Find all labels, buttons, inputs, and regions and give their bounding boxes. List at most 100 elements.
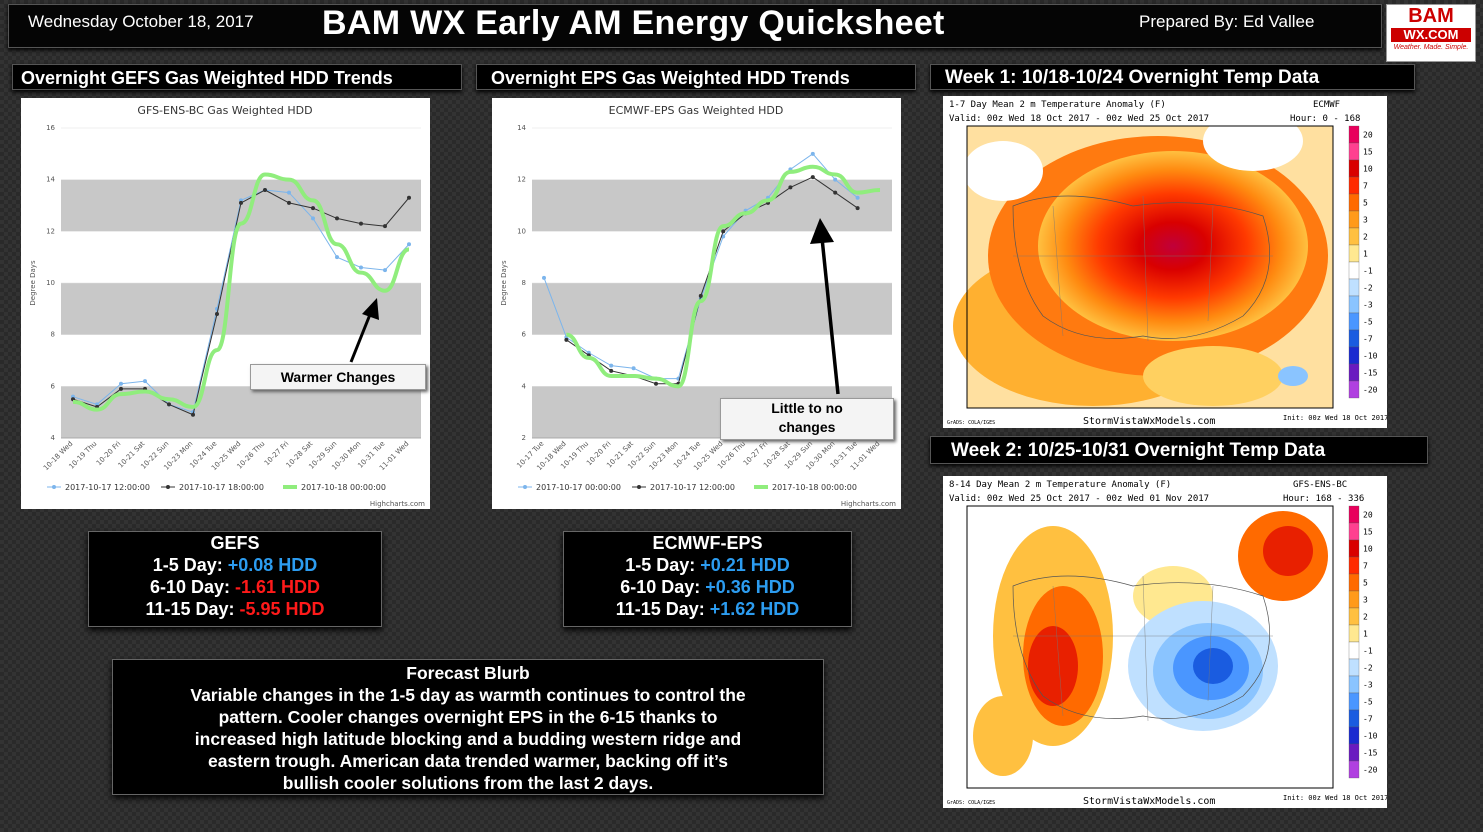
y-axis-label: Degree Days xyxy=(500,260,508,306)
y-tick-label: 4 xyxy=(522,382,527,390)
gefs-chart: GFS-ENS-BC Gas Weighted HDD 4 6 8 10 12 14 16 De… xyxy=(21,98,430,509)
colorbar-label: 15 xyxy=(1363,148,1373,157)
eps-row-3-value: +1.62 HDD xyxy=(709,599,800,619)
header-date: Wednesday October 18, 2017 xyxy=(28,12,254,31)
colorbar-swatch xyxy=(1348,261,1360,280)
colorbar-swatch xyxy=(1348,295,1360,314)
colorbar-label: 10 xyxy=(1363,165,1373,174)
data-point xyxy=(788,185,793,190)
colorbar-label: -2 xyxy=(1363,664,1373,673)
gefs-row-1: 1-5 Day: +0.08 HDD xyxy=(89,554,381,576)
data-point xyxy=(287,190,291,195)
colorbar-label: 7 xyxy=(1363,562,1368,571)
logo-bam: BAM xyxy=(1408,5,1454,27)
y-tick-label: 2 xyxy=(522,434,526,442)
colorbar-label: 3 xyxy=(1363,216,1368,225)
colorbar-label: 10 xyxy=(1363,545,1373,554)
colorbar-swatch xyxy=(1348,726,1360,745)
forecast-blurb: Forecast Blurb Variable changes in the 1… xyxy=(112,659,824,795)
colorbar-swatch xyxy=(1348,193,1360,212)
colorbar-label: 3 xyxy=(1363,596,1368,605)
colorbar-swatch xyxy=(1348,142,1360,161)
gefs-row-2-label: 6-10 Day: xyxy=(149,577,230,597)
chart-title: ECMWF-EPS Gas Weighted HDD xyxy=(609,104,784,117)
data-point xyxy=(654,381,658,386)
y-tick-label: 12 xyxy=(46,227,55,235)
map2-grads: GrADS: COLA/IGES xyxy=(947,800,995,806)
data-point xyxy=(335,255,339,260)
eps-row-2-value: +0.36 HDD xyxy=(705,577,795,597)
eps-row-2: 6-10 Day: +0.36 HDD xyxy=(564,576,851,598)
map2-valid: Valid: 00z Wed 25 Oct 2017 - 00z Wed 01 … xyxy=(949,494,1209,504)
colorbar-swatch xyxy=(1348,210,1360,229)
data-point xyxy=(609,368,614,373)
colorbar-swatch xyxy=(1348,125,1360,144)
map2-model: GFS-ENS-BC xyxy=(1293,480,1347,490)
blurb-line-2: pattern. Cooler changes overnight EPS in… xyxy=(218,707,718,727)
colorbar-swatch xyxy=(1348,556,1360,575)
data-point xyxy=(287,200,291,205)
plot-band xyxy=(61,283,421,335)
eps-annotation: Little to no changes xyxy=(720,398,894,440)
data-point xyxy=(239,200,243,205)
colorbar-label: 20 xyxy=(1363,511,1373,520)
colorbar-swatch xyxy=(1348,573,1360,592)
arrow-head xyxy=(810,218,834,244)
legend-marker xyxy=(637,485,641,489)
blurb-title: Forecast Blurb xyxy=(406,663,530,683)
colorbar-swatch xyxy=(1348,641,1360,660)
colorbar-label: -1 xyxy=(1363,267,1373,276)
arrow-head xyxy=(362,298,379,320)
y-tick-label: 16 xyxy=(46,124,55,132)
week1-header: Week 1: 10/18-10/24 Overnight Temp Data xyxy=(930,64,1415,90)
colorbar-swatch xyxy=(1348,607,1360,626)
colorbar-label: -10 xyxy=(1363,732,1378,741)
data-point xyxy=(833,190,838,195)
blurb-line-4: eastern trough. American data trended wa… xyxy=(208,751,728,771)
eps-row-3-label: 11-15 Day: xyxy=(615,599,705,619)
y-tick-label: 8 xyxy=(522,279,526,287)
colorbar-label: 15 xyxy=(1363,528,1373,537)
colorbar-label: 7 xyxy=(1363,182,1368,191)
map1-hour: Hour: 0 - 168 xyxy=(1290,114,1360,124)
page-title: BAM WX Early AM Energy Quicksheet xyxy=(322,4,945,42)
chart-title: GFS-ENS-BC Gas Weighted HDD xyxy=(137,104,312,117)
legend-marker xyxy=(166,485,170,489)
map2-hour: Hour: 168 - 336 xyxy=(1283,494,1364,504)
eps-row-1-value: +0.21 HDD xyxy=(700,555,790,575)
map1-model: ECMWF xyxy=(1313,100,1340,110)
colorbar-label: -3 xyxy=(1363,681,1373,690)
week2-map-svg: 8-14 Day Mean 2 m Temperature Anomaly (F… xyxy=(947,480,1388,807)
colorbar-swatch xyxy=(1348,624,1360,643)
blurb-line-1: Variable changes in the 1-5 day as warmt… xyxy=(190,685,746,705)
prepared-by: Prepared By: Ed Vallee xyxy=(1139,12,1315,31)
colorbar-swatch xyxy=(1348,522,1360,541)
colorbar-label: -5 xyxy=(1363,698,1373,707)
eps-trends-header: Overnight EPS Gas Weighted HDD Trends xyxy=(476,64,916,90)
y-tick-label: 4 xyxy=(51,434,56,442)
colorbar-swatch xyxy=(1348,760,1360,779)
week1-temp-map: 1-7 Day Mean 2 m Temperature Anomaly (F)… xyxy=(943,96,1388,428)
gefs-hdd-box: GEFS 1-5 Day: +0.08 HDD 6-10 Day: -1.61 … xyxy=(88,531,382,627)
y-tick-label: 10 xyxy=(46,279,55,287)
legend-label: 2017-10-17 12:00:00 xyxy=(65,483,150,492)
plot-band xyxy=(532,179,892,232)
map2-credit: StormVistaWxModels.com xyxy=(1083,796,1215,807)
blurb-line-3: increased high latitude blocking and a b… xyxy=(194,729,742,749)
week1-map-svg: 1-7 Day Mean 2 m Temperature Anomaly (F)… xyxy=(947,100,1388,427)
eps-row-1: 1-5 Day: +0.21 HDD xyxy=(564,554,851,576)
data-point xyxy=(721,229,726,234)
colorbar-swatch xyxy=(1348,709,1360,728)
legend-label: 2017-10-17 18:00:00 xyxy=(179,483,264,492)
data-point xyxy=(564,337,569,342)
chart-credit: Highcharts.com xyxy=(370,500,425,508)
data-point xyxy=(631,366,636,371)
blurb-line-5: bullish cooler solutions from the last 2… xyxy=(282,773,654,793)
series-line-3 xyxy=(72,172,410,412)
arrow-shaft xyxy=(820,237,840,395)
gefs-row-2: 6-10 Day: -1.61 HDD xyxy=(89,576,381,598)
eps-box-title: ECMWF-EPS xyxy=(652,533,763,553)
data-point xyxy=(119,381,123,386)
colorbar-label: -2 xyxy=(1363,284,1373,293)
colorbar-label: -10 xyxy=(1363,352,1378,361)
